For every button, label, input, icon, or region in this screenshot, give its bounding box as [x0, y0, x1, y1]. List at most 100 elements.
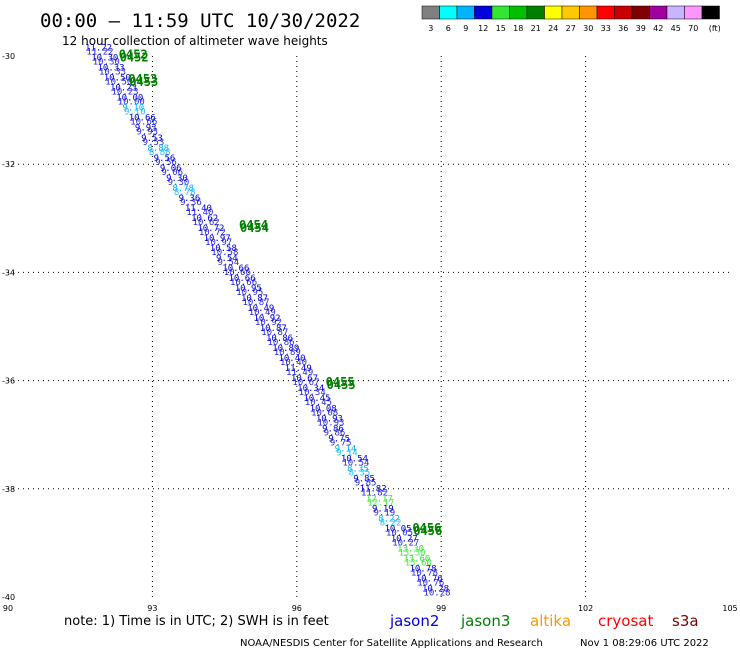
swh-value-overprint: 9.86 [324, 428, 346, 438]
swh-value: 10.72 [197, 224, 224, 234]
satellite-legend-altika: altika [530, 612, 571, 630]
time-label-overprint: 0454 [240, 221, 269, 235]
swh-value: 11.49 [285, 364, 312, 374]
swh-value-overprint: 9.19 [374, 508, 396, 518]
swh-value-overprint: 10.05 [386, 528, 413, 538]
scale-label: 18 [513, 24, 523, 33]
swh-value: 10.93 [316, 414, 343, 424]
time-label-overprint: 0452 [120, 51, 149, 65]
swh-value-overprint: 10.72 [199, 228, 226, 238]
time-label-overprint: 0453 [129, 75, 158, 89]
swh-value: 10.54 [341, 454, 368, 464]
swh-value: 9.75 [328, 434, 350, 444]
swh-value-overprint: 10.92 [255, 318, 282, 328]
swh-value-overprint: 10.89 [274, 348, 301, 358]
scale-swatch [509, 5, 528, 20]
time-label: 0455 [326, 375, 355, 389]
swh-value-overprint: 9.53 [143, 138, 165, 148]
scale-label: 15 [496, 24, 506, 33]
swh-value-overprint: 10.45 [305, 398, 332, 408]
y-tick-label: -38 [2, 485, 15, 494]
swh-value-overprint: 9.10 [124, 108, 146, 118]
swh-value: 11.22 [85, 44, 112, 54]
color-scale-legend: 3 6 9 12 15 18 21 24 27 30 33 36 39 42 45 70 (ft) [421, 5, 721, 33]
chart-title: 00:00 – 11:59 UTC 10/30/2022 [40, 10, 360, 32]
chart-subtitle: 12 hour collection of altimeter wave hei… [62, 34, 328, 48]
swh-value: 10.66 [129, 114, 156, 124]
scale-label: 36 [618, 24, 628, 33]
swh-value-overprint: 8.22 [380, 518, 402, 528]
scale-label: 42 [653, 24, 663, 33]
x-tick-label: 99 [436, 604, 446, 613]
swh-value-overprint: 10.87 [261, 328, 288, 338]
swh-value: 11.82 [360, 484, 387, 494]
swh-value-overprint: 10.78 [411, 569, 438, 579]
swh-value-overprint: 9.93 [136, 128, 158, 138]
swh-value-overprint: 9.56 [155, 158, 177, 168]
time-label: 0454 [239, 218, 268, 232]
swh-value: 9.06 [160, 164, 182, 174]
swh-value: 10.86 [266, 334, 293, 344]
swh-value: 10.40 [278, 354, 305, 364]
satellite-legend-s3a: s3a [672, 612, 699, 630]
scale-label: 39 [636, 24, 646, 33]
swh-value-overprint: 11.40 [186, 208, 213, 218]
scale-swatch [474, 5, 493, 20]
scale-label: 33 [601, 24, 611, 33]
plot-area: 90 93 96 99 102 105-30-32-34-36-38-40 11.2211… [2, 44, 738, 613]
swh-value: 9.54 [216, 254, 238, 264]
swh-value: 10.67 [291, 374, 318, 384]
swh-value-overprint: 10.97 [205, 238, 232, 248]
swh-value-overprint: 11.49 [286, 368, 313, 378]
scale-label: 27 [566, 24, 576, 33]
swh-value: 13.60 [403, 555, 430, 565]
swh-value: 9.93 [135, 124, 157, 134]
time-label: 0453 [128, 72, 157, 86]
swh-value: 11.40 [185, 204, 212, 214]
swh-value: 10.62 [191, 214, 218, 224]
swh-value: 10.95 [235, 284, 262, 294]
swh-value-overprint: 10.95 [236, 288, 263, 298]
scale-label: 12 [478, 24, 488, 33]
swh-value-overprint: 9.75 [330, 438, 352, 448]
y-tick-label: -32 [2, 160, 15, 169]
swh-value-overprint: 10.50 [105, 78, 132, 88]
scale-label: 24 [548, 24, 558, 33]
scale-swatch [579, 5, 598, 20]
swh-value: 10.66 [222, 264, 249, 274]
swh-value-overprint: 10.76 [417, 579, 444, 589]
swh-value-overprint: 10.00 [118, 98, 145, 108]
swh-value: 10.87 [260, 324, 287, 334]
grid-lines [8, 56, 730, 597]
scale-swatch [596, 5, 615, 20]
swh-value: 10.30 [91, 54, 118, 64]
swh-value: 10.49 [247, 304, 274, 314]
scale-label: 70 [688, 24, 698, 33]
y-tick-label: -34 [2, 268, 15, 277]
swh-value: 10.76 [416, 575, 443, 585]
time-label-overprint: 0455 [327, 378, 356, 392]
swh-value: 10.78 [409, 565, 436, 575]
swh-value-overprint: 10.66 [130, 118, 157, 128]
swh-value-overprint: 10.58 [211, 248, 238, 258]
swh-value-overprint: 10.87 [243, 298, 270, 308]
swh-value: 13.30 [397, 545, 424, 555]
scale-swatch [649, 5, 668, 20]
swh-value: 9.85 [353, 474, 375, 484]
swh-value-overprint: 10.49 [249, 308, 276, 318]
scale-swatch [491, 5, 510, 20]
scale-swatch [439, 5, 458, 20]
swh-value: 9.19 [372, 504, 394, 514]
x-tick-label: 102 [578, 604, 593, 613]
swh-value: 10.23 [110, 84, 137, 94]
swh-value: 10.87 [241, 294, 268, 304]
swh-value: 9.10 [122, 104, 144, 114]
swh-value: 10.58 [210, 244, 237, 254]
y-tick-label: -40 [2, 593, 15, 602]
swh-value-overprint: 8.88 [149, 148, 171, 158]
footer-credit: NOAA/NESDIS Center for Satellite Applica… [240, 638, 543, 649]
swh-value-overprint: 10.08 [311, 408, 338, 418]
x-tick-label: 96 [292, 604, 302, 613]
time-label: 0456 [412, 521, 441, 535]
